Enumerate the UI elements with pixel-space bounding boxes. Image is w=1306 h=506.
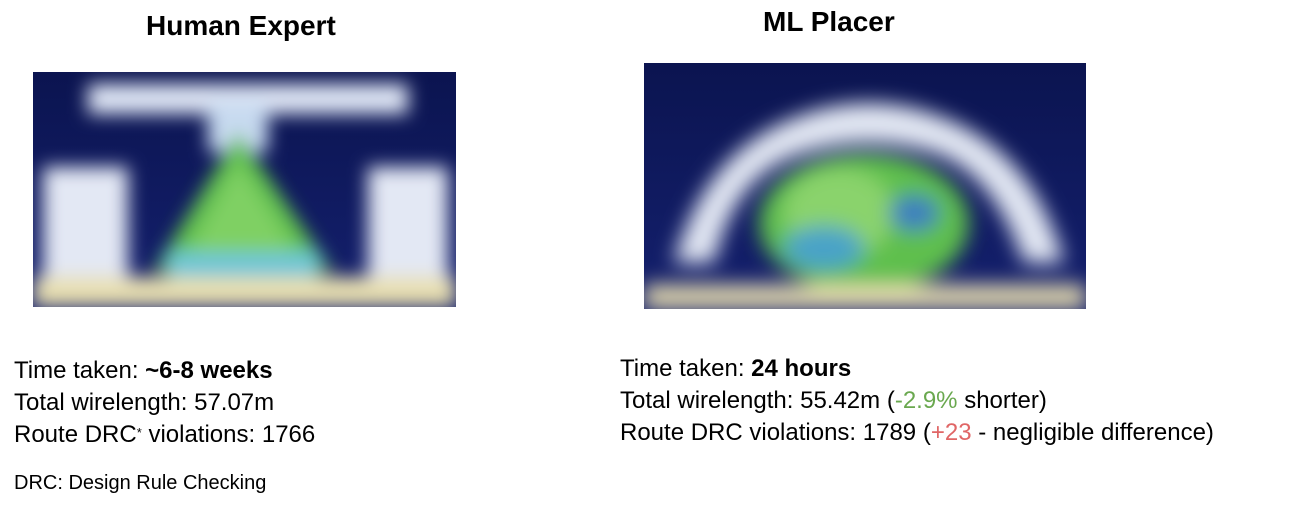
human-wirelength-line: Total wirelength: 57.07m [14, 387, 315, 419]
ml-time-line: Time taken: 24 hours [620, 353, 1214, 385]
ml-wirelength-label: Total wirelength: [620, 387, 801, 414]
ml-time-label: Time taken: [620, 355, 752, 382]
ml-wirelength-open: ( [880, 387, 895, 414]
human-drc-line: Route DRC* violations: 1766 [14, 419, 315, 451]
footnote-marker: * [136, 425, 142, 440]
drc-footnote: DRC: Design Rule Checking [14, 472, 267, 494]
human-drc-label: Route DRC [14, 421, 137, 448]
human-expert-title: Human Expert [146, 10, 336, 41]
ml-time-value: 24 hours [751, 355, 852, 382]
ml-placer-placement-image [644, 63, 1086, 309]
human-wirelength-value: 57.07m [194, 389, 275, 416]
human-time-label: Time taken: [14, 357, 146, 384]
human-wirelength-label: Total wirelength: [14, 389, 195, 416]
ml-wirelength-line: Total wirelength: 55.42m (-2.9% shorter) [620, 385, 1214, 417]
human-time-value: ~6-8 weeks [145, 357, 273, 384]
human-expert-placement-image [33, 72, 456, 307]
ml-drc-delta: +23 [930, 419, 972, 446]
human-time-line: Time taken: ~6-8 weeks [14, 355, 315, 387]
human-drc-suffix: violations: [141, 421, 262, 448]
ml-wirelength-value: 55.42m [800, 387, 881, 414]
human-expert-stats: Time taken: ~6-8 weeks Total wirelength:… [14, 355, 315, 451]
ml-wirelength-note: shorter) [957, 387, 1047, 414]
ml-placer-title: ML Placer [763, 6, 895, 37]
ml-drc-line: Route DRC violations: 1789 (+23 - neglig… [620, 417, 1214, 449]
ml-drc-open: ( [916, 419, 931, 446]
ml-wirelength-delta: -2.9% [894, 387, 958, 414]
ml-drc-label: Route DRC violations: [620, 419, 863, 446]
ml-drc-note: - negligible difference) [971, 419, 1214, 446]
ml-placer-stats: Time taken: 24 hours Total wirelength: 5… [620, 353, 1214, 449]
human-drc-value: 1766 [261, 421, 316, 448]
ml-drc-value: 1789 [862, 419, 917, 446]
